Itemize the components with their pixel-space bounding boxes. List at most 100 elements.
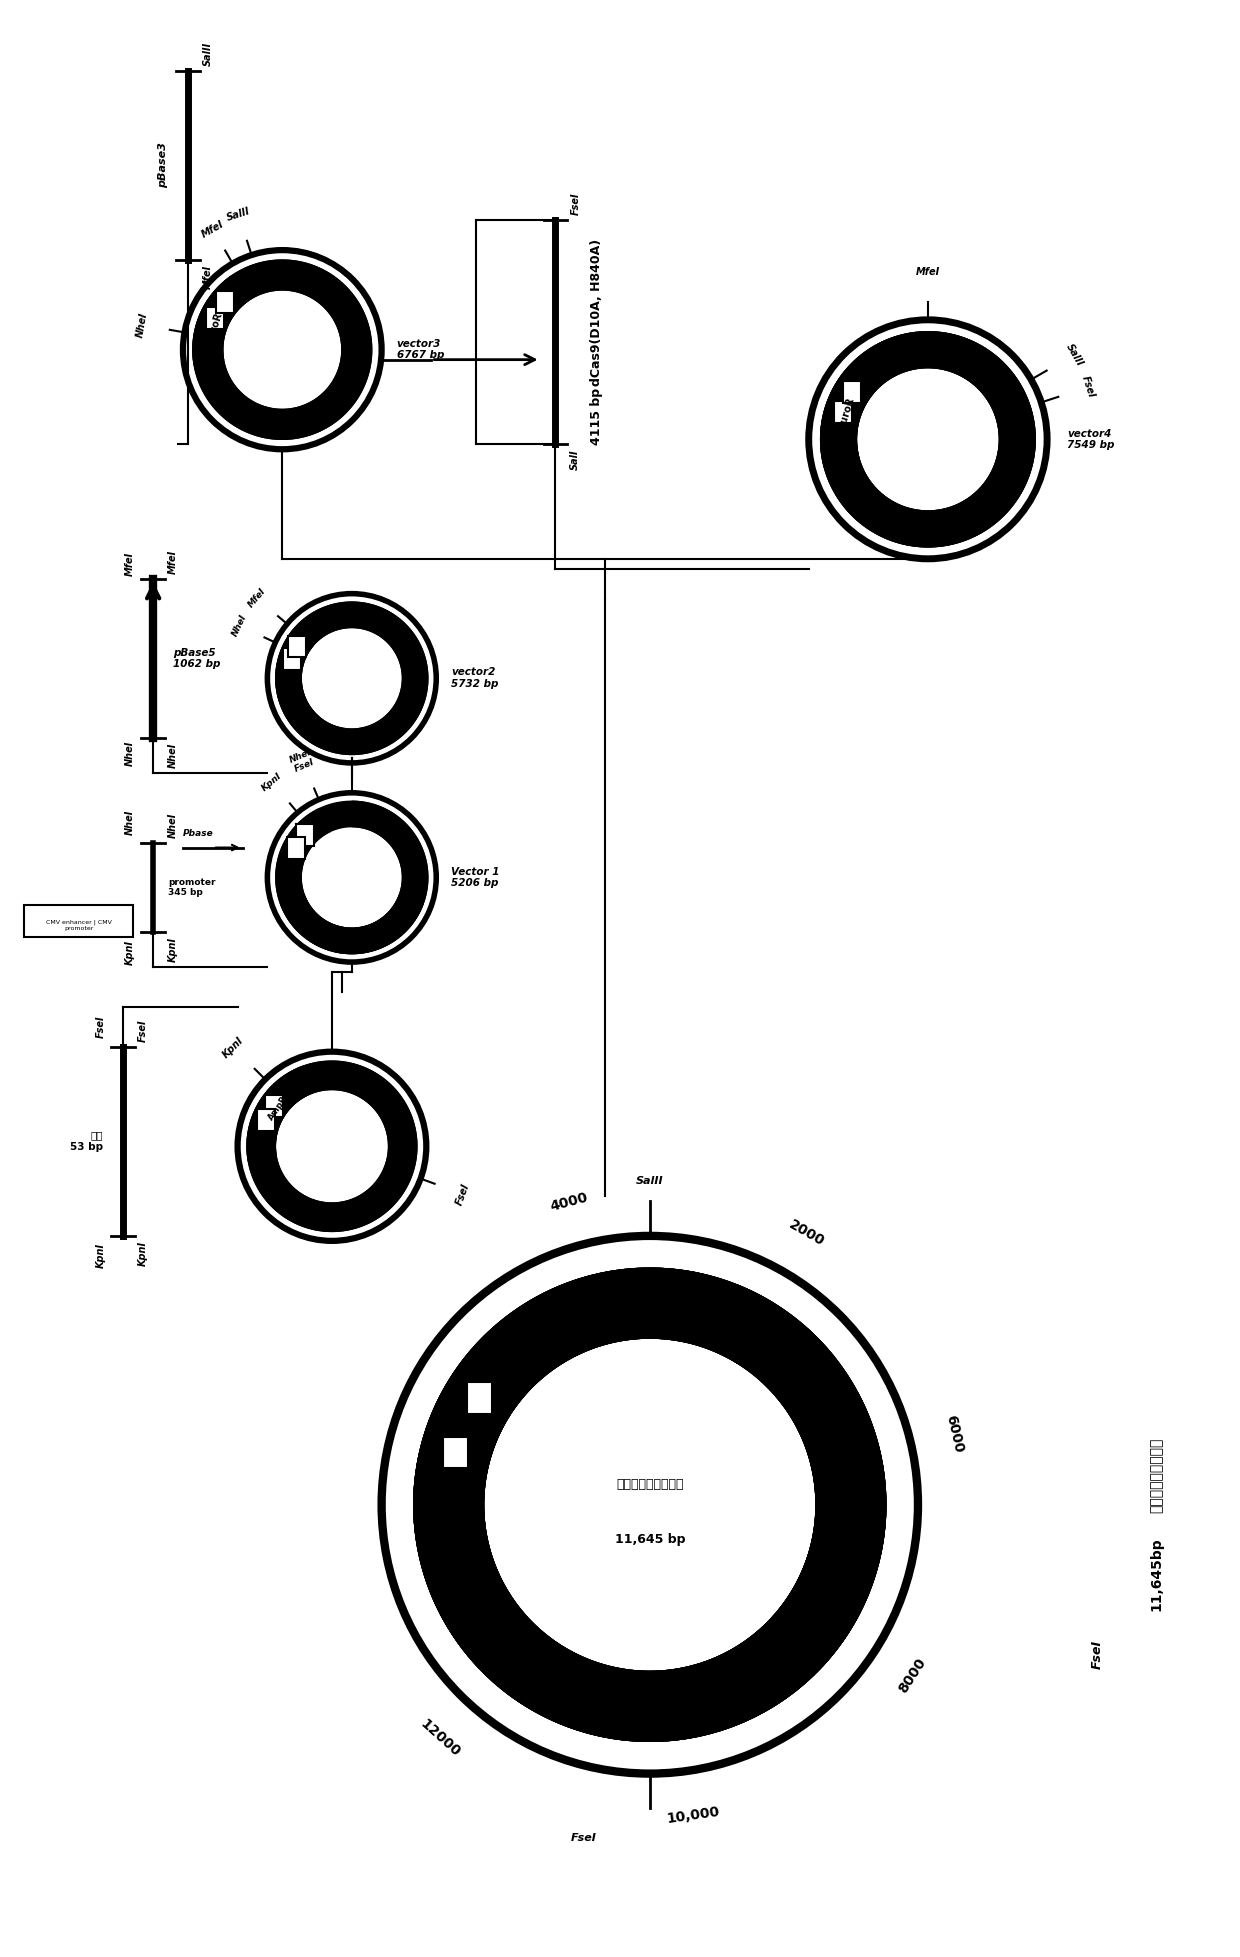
Text: FseI: FseI bbox=[570, 1834, 596, 1843]
FancyBboxPatch shape bbox=[216, 292, 234, 313]
Polygon shape bbox=[959, 342, 975, 376]
Text: vector4
7549 bp: vector4 7549 bp bbox=[1066, 429, 1115, 450]
Text: 4115 bp: 4115 bp bbox=[590, 387, 603, 446]
Text: AmpR: AmpR bbox=[299, 274, 332, 297]
Polygon shape bbox=[414, 1268, 885, 1742]
Text: PuroR: PuroR bbox=[205, 311, 224, 346]
Text: CMV enhancer | CMV
promoter: CMV enhancer | CMV promoter bbox=[46, 920, 112, 932]
Text: KpnI: KpnI bbox=[260, 771, 284, 793]
Text: 定点转基因工具载体: 定点转基因工具载体 bbox=[1149, 1436, 1163, 1513]
Text: 起切
53 bp: 起切 53 bp bbox=[71, 1131, 103, 1153]
Text: pBase3: pBase3 bbox=[157, 143, 169, 188]
Text: 6000: 6000 bbox=[944, 1413, 966, 1454]
Polygon shape bbox=[337, 313, 365, 325]
Polygon shape bbox=[427, 1560, 492, 1589]
Polygon shape bbox=[402, 683, 427, 693]
Text: SalII: SalII bbox=[203, 41, 213, 67]
Text: vector3
6767 bp: vector3 6767 bp bbox=[397, 339, 444, 360]
Text: NheI: NheI bbox=[125, 740, 135, 765]
FancyBboxPatch shape bbox=[843, 382, 861, 403]
Text: NheI: NheI bbox=[169, 744, 179, 769]
Text: NheI: NheI bbox=[169, 812, 179, 838]
Text: KpnI: KpnI bbox=[169, 937, 179, 963]
FancyBboxPatch shape bbox=[288, 636, 306, 658]
Text: FseI: FseI bbox=[1090, 1640, 1104, 1669]
Text: 8000: 8000 bbox=[895, 1656, 929, 1695]
Polygon shape bbox=[821, 333, 1035, 532]
Text: Pbase: Pbase bbox=[932, 513, 967, 532]
Text: 11,645bp: 11,645bp bbox=[1149, 1538, 1163, 1611]
Polygon shape bbox=[301, 407, 314, 434]
Polygon shape bbox=[414, 1268, 885, 1742]
Text: promoter
345 bp: promoter 345 bp bbox=[169, 877, 216, 896]
Text: NLS: NLS bbox=[367, 724, 387, 740]
Polygon shape bbox=[352, 802, 360, 828]
Polygon shape bbox=[280, 800, 428, 953]
Text: PuroR: PuroR bbox=[727, 1343, 774, 1382]
Text: 10,000: 10,000 bbox=[666, 1804, 720, 1826]
Text: PuroR: PuroR bbox=[288, 885, 306, 916]
Polygon shape bbox=[414, 1268, 885, 1671]
Text: KpnI: KpnI bbox=[138, 1241, 149, 1266]
Polygon shape bbox=[414, 1268, 885, 1742]
Polygon shape bbox=[352, 603, 360, 628]
Polygon shape bbox=[821, 339, 1035, 546]
Text: 11,645 bp: 11,645 bp bbox=[615, 1532, 684, 1546]
Text: KpnI: KpnI bbox=[95, 1243, 105, 1268]
Text: FseI: FseI bbox=[95, 1016, 105, 1037]
Polygon shape bbox=[298, 714, 315, 732]
Polygon shape bbox=[193, 260, 360, 438]
Text: NLS: NLS bbox=[858, 491, 882, 513]
Polygon shape bbox=[588, 1274, 615, 1343]
FancyBboxPatch shape bbox=[835, 401, 852, 423]
Text: AmpR: AmpR bbox=[594, 1673, 642, 1695]
Text: 4000: 4000 bbox=[548, 1190, 589, 1213]
Polygon shape bbox=[387, 1121, 414, 1133]
Polygon shape bbox=[247, 1061, 412, 1231]
Text: MfeI: MfeI bbox=[246, 587, 268, 611]
Text: SalII: SalII bbox=[1064, 342, 1085, 368]
Polygon shape bbox=[193, 260, 372, 431]
FancyBboxPatch shape bbox=[466, 1382, 491, 1413]
Text: NLS: NLS bbox=[342, 932, 361, 941]
Polygon shape bbox=[275, 800, 423, 953]
Text: MfeI: MfeI bbox=[200, 219, 226, 239]
Text: FseI: FseI bbox=[570, 192, 580, 215]
Polygon shape bbox=[813, 1452, 883, 1479]
Text: dCas9(D10A, H840A): dCas9(D10A, H840A) bbox=[590, 239, 603, 386]
Polygon shape bbox=[275, 603, 428, 755]
Polygon shape bbox=[324, 1204, 332, 1231]
Text: NLS
PuroR: NLS PuroR bbox=[286, 1192, 321, 1221]
Text: MfeI: MfeI bbox=[203, 264, 213, 290]
Polygon shape bbox=[821, 333, 1035, 546]
Text: AmpR: AmpR bbox=[388, 898, 412, 926]
Polygon shape bbox=[822, 450, 857, 462]
Polygon shape bbox=[996, 401, 1029, 417]
Polygon shape bbox=[193, 354, 223, 362]
FancyBboxPatch shape bbox=[296, 824, 314, 845]
Polygon shape bbox=[275, 603, 428, 755]
Text: 2000: 2000 bbox=[786, 1217, 827, 1249]
Text: PuroR: PuroR bbox=[836, 395, 856, 431]
Text: vector2
5732 bp: vector2 5732 bp bbox=[451, 667, 498, 689]
Text: KpnI: KpnI bbox=[221, 1035, 246, 1061]
Polygon shape bbox=[275, 808, 428, 953]
Text: AmpR: AmpR bbox=[315, 614, 343, 632]
FancyBboxPatch shape bbox=[265, 1094, 283, 1117]
Polygon shape bbox=[821, 333, 1025, 546]
Polygon shape bbox=[247, 1061, 417, 1231]
Text: AmpR: AmpR bbox=[944, 348, 977, 370]
Text: FseI: FseI bbox=[454, 1182, 471, 1206]
Text: Pbase: Pbase bbox=[184, 828, 213, 838]
FancyBboxPatch shape bbox=[258, 1110, 275, 1131]
Text: MfeI: MfeI bbox=[125, 552, 135, 575]
Text: SalII: SalII bbox=[226, 205, 252, 223]
Text: NheI: NheI bbox=[135, 311, 150, 339]
FancyBboxPatch shape bbox=[283, 648, 300, 669]
FancyBboxPatch shape bbox=[286, 838, 305, 859]
Polygon shape bbox=[957, 505, 972, 538]
Polygon shape bbox=[414, 1268, 885, 1742]
Text: AmpR: AmpR bbox=[267, 1094, 289, 1121]
Polygon shape bbox=[275, 603, 428, 736]
Text: KpnI: KpnI bbox=[125, 939, 135, 965]
